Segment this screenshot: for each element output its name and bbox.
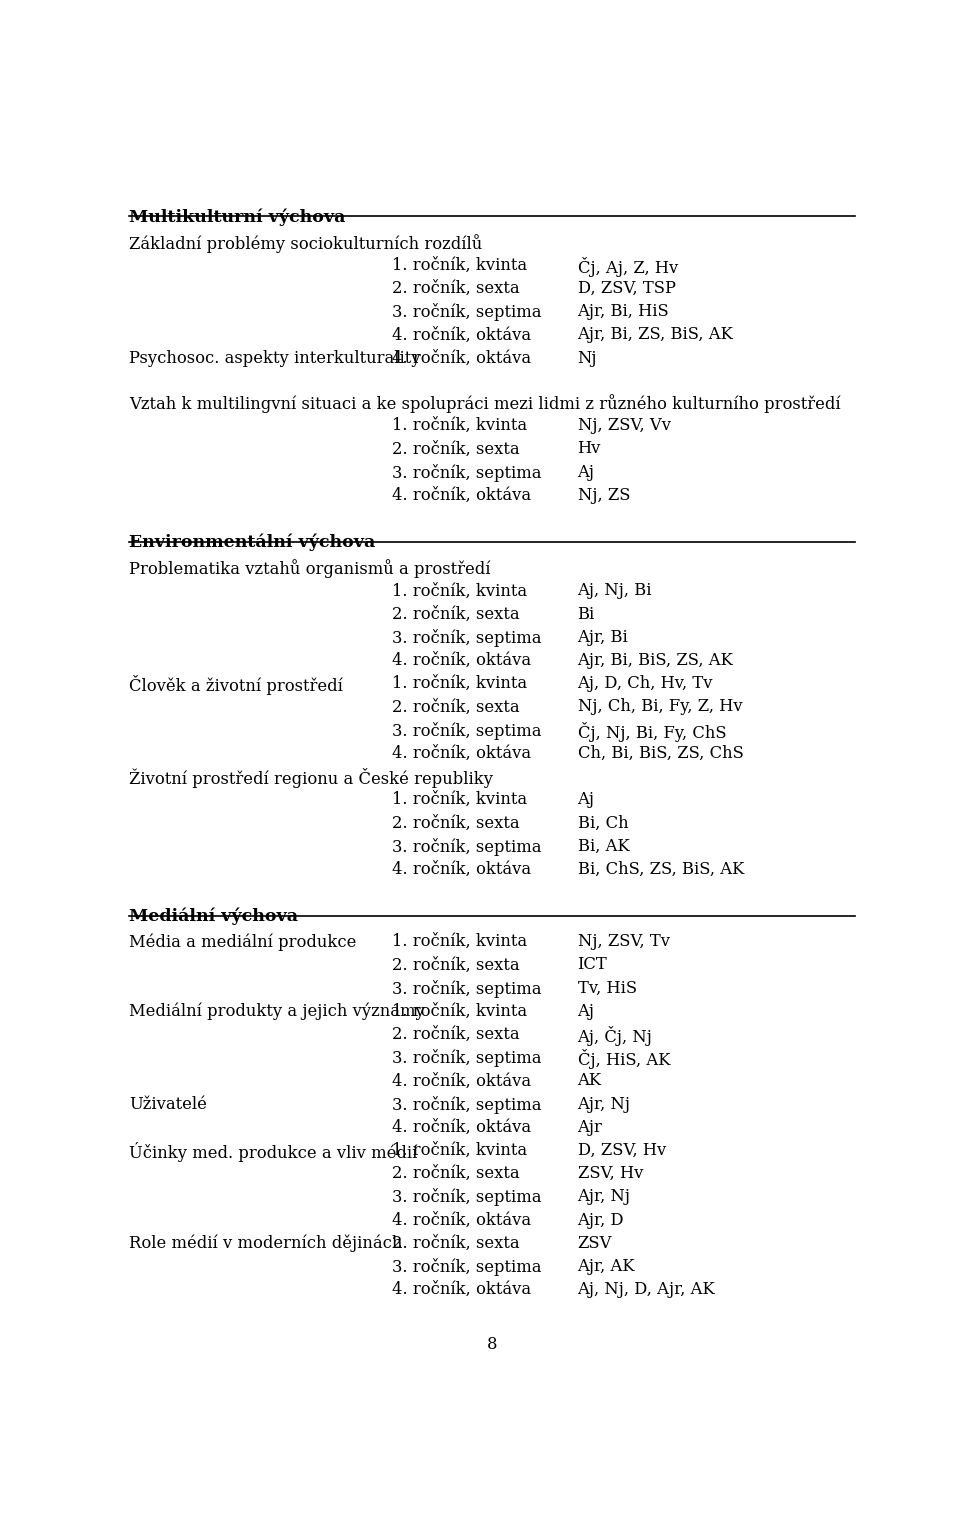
Text: 2. ročník, sexta: 2. ročník, sexta <box>392 441 519 458</box>
Text: Nj, ZSV, Tv: Nj, ZSV, Tv <box>578 933 669 950</box>
Text: Účinky med. produkce a vliv médií: Účinky med. produkce a vliv médií <box>129 1142 418 1162</box>
Text: 3. ročník, septima: 3. ročník, septima <box>392 722 541 739</box>
Text: Uživatelé: Uživatelé <box>129 1096 206 1113</box>
Text: 2. ročník, sexta: 2. ročník, sexta <box>392 1165 519 1182</box>
Text: 3. ročník, septima: 3. ročník, septima <box>392 979 541 998</box>
Text: Ajr: Ajr <box>578 1119 603 1136</box>
Text: 4. ročník, oktáva: 4. ročník, oktáva <box>392 349 531 367</box>
Text: Psychosoc. aspekty interkulturality: Psychosoc. aspekty interkulturality <box>129 349 420 367</box>
Text: 3. ročník, septima: 3. ročník, septima <box>392 1096 541 1114</box>
Text: Aj, Nj, D, Ajr, AK: Aj, Nj, D, Ajr, AK <box>578 1282 715 1299</box>
Text: 2. ročník, sexta: 2. ročník, sexta <box>392 956 519 973</box>
Text: 1. ročník, kvinta: 1. ročník, kvinta <box>392 418 527 435</box>
Text: Základní problémy sociokulturních rozdílů: Základní problémy sociokulturních rozdíl… <box>129 234 482 252</box>
Text: Vztah k multilingvní situaci a ke spolupráci mezi lidmi z různého kulturního pro: Vztah k multilingvní situaci a ke spolup… <box>129 393 841 413</box>
Text: ZSV, Hv: ZSV, Hv <box>578 1165 643 1182</box>
Text: Environmentální výchova: Environmentální výchova <box>129 533 375 552</box>
Text: Hv: Hv <box>578 441 601 458</box>
Text: Problematika vztahů organismů a prostředí: Problematika vztahů organismů a prostřed… <box>129 559 491 578</box>
Text: Ajr, Bi, BiS, ZS, AK: Ajr, Bi, BiS, ZS, AK <box>578 652 733 669</box>
Text: 4. ročník, oktáva: 4. ročník, oktáva <box>392 326 531 343</box>
Text: Ajr, Bi, HiS: Ajr, Bi, HiS <box>578 303 669 320</box>
Text: Čj, Aj, Z, Hv: Čj, Aj, Z, Hv <box>578 257 678 277</box>
Text: Nj: Nj <box>578 349 597 367</box>
Text: Čj, Nj, Bi, Fy, ChS: Čj, Nj, Bi, Fy, ChS <box>578 722 726 742</box>
Text: 1. ročník, kvinta: 1. ročník, kvinta <box>392 257 527 274</box>
Text: Bi, ChS, ZS, BiS, AK: Bi, ChS, ZS, BiS, AK <box>578 861 744 878</box>
Text: 2. ročník, sexta: 2. ročník, sexta <box>392 698 519 715</box>
Text: Aj: Aj <box>578 792 594 808</box>
Text: Mediální výchova: Mediální výchova <box>129 908 298 925</box>
Text: Aj, Čj, Nj: Aj, Čj, Nj <box>578 1027 653 1047</box>
Text: Ajr, D: Ajr, D <box>578 1211 624 1228</box>
Text: Nj, Ch, Bi, Fy, Z, Hv: Nj, Ch, Bi, Fy, Z, Hv <box>578 698 742 715</box>
Text: 2. ročník, sexta: 2. ročník, sexta <box>392 1234 519 1251</box>
Text: Média a mediální produkce: Média a mediální produkce <box>129 933 356 951</box>
Text: Bi: Bi <box>578 606 595 622</box>
Text: 1. ročník, kvinta: 1. ročník, kvinta <box>392 1002 527 1021</box>
Text: Ajr, AK: Ajr, AK <box>578 1257 636 1276</box>
Text: 1. ročník, kvinta: 1. ročník, kvinta <box>392 1142 527 1159</box>
Text: 1. ročník, kvinta: 1. ročník, kvinta <box>392 933 527 950</box>
Text: Ajr, Bi, ZS, BiS, AK: Ajr, Bi, ZS, BiS, AK <box>578 326 733 343</box>
Text: Role médií v moderních dějinách: Role médií v moderních dějinách <box>129 1234 402 1253</box>
Text: 1. ročník, kvinta: 1. ročník, kvinta <box>392 675 527 692</box>
Text: 2. ročník, sexta: 2. ročník, sexta <box>392 280 519 297</box>
Text: Ajr, Nj: Ajr, Nj <box>578 1188 631 1205</box>
Text: D, ZSV, Hv: D, ZSV, Hv <box>578 1142 666 1159</box>
Text: 3. ročník, septima: 3. ročník, septima <box>392 303 541 321</box>
Text: 4. ročník, oktáva: 4. ročník, oktáva <box>392 1073 531 1090</box>
Text: 1. ročník, kvinta: 1. ročník, kvinta <box>392 583 527 599</box>
Text: 3. ročník, septima: 3. ročník, septima <box>392 629 541 647</box>
Text: 4. ročník, oktáva: 4. ročník, oktáva <box>392 487 531 504</box>
Text: Bi, AK: Bi, AK <box>578 838 630 855</box>
Text: D, ZSV, TSP: D, ZSV, TSP <box>578 280 676 297</box>
Text: 3. ročník, septima: 3. ročník, septima <box>392 1188 541 1207</box>
Text: 4. ročník, oktáva: 4. ročník, oktáva <box>392 1282 531 1299</box>
Text: ZSV: ZSV <box>578 1234 612 1251</box>
Text: Aj: Aj <box>578 464 594 481</box>
Text: Bi, Ch: Bi, Ch <box>578 815 628 832</box>
Text: 3. ročník, septima: 3. ročník, septima <box>392 838 541 856</box>
Text: 2. ročník, sexta: 2. ročník, sexta <box>392 606 519 622</box>
Text: Čj, HiS, AK: Čj, HiS, AK <box>578 1050 670 1070</box>
Text: Ajr, Nj: Ajr, Nj <box>578 1096 631 1113</box>
Text: AK: AK <box>578 1073 602 1090</box>
Text: 4. ročník, oktáva: 4. ročník, oktáva <box>392 1211 531 1228</box>
Text: Aj, D, Ch, Hv, Tv: Aj, D, Ch, Hv, Tv <box>578 675 713 692</box>
Text: 4. ročník, oktáva: 4. ročník, oktáva <box>392 745 531 762</box>
Text: 4. ročník, oktáva: 4. ročník, oktáva <box>392 861 531 878</box>
Text: 2. ročník, sexta: 2. ročník, sexta <box>392 1027 519 1044</box>
Text: Mediální produkty a jejich významy: Mediální produkty a jejich významy <box>129 1002 424 1021</box>
Text: 3. ročník, septima: 3. ročník, septima <box>392 464 541 481</box>
Text: Nj, ZS: Nj, ZS <box>578 487 630 504</box>
Text: 3. ročník, septima: 3. ročník, septima <box>392 1257 541 1276</box>
Text: Ch, Bi, BiS, ZS, ChS: Ch, Bi, BiS, ZS, ChS <box>578 745 743 762</box>
Text: Ajr, Bi: Ajr, Bi <box>578 629 628 646</box>
Text: Aj, Nj, Bi: Aj, Nj, Bi <box>578 583 652 599</box>
Text: 2. ročník, sexta: 2. ročník, sexta <box>392 815 519 832</box>
Text: ICT: ICT <box>578 956 608 973</box>
Text: 4. ročník, oktáva: 4. ročník, oktáva <box>392 652 531 669</box>
Text: Tv, HiS: Tv, HiS <box>578 979 636 996</box>
Text: Aj: Aj <box>578 1002 594 1021</box>
Text: Životní prostředí regionu a České republiky: Životní prostředí regionu a České republ… <box>129 768 492 788</box>
Text: 1. ročník, kvinta: 1. ročník, kvinta <box>392 792 527 808</box>
Text: Multikulturní výchova: Multikulturní výchova <box>129 207 346 226</box>
Text: 3. ročník, septima: 3. ročník, septima <box>392 1050 541 1067</box>
Text: Nj, ZSV, Vv: Nj, ZSV, Vv <box>578 418 670 435</box>
Text: 8: 8 <box>487 1336 497 1353</box>
Text: 4. ročník, oktáva: 4. ročník, oktáva <box>392 1119 531 1136</box>
Text: Člověk a životní prostředí: Člověk a životní prostředí <box>129 675 343 695</box>
